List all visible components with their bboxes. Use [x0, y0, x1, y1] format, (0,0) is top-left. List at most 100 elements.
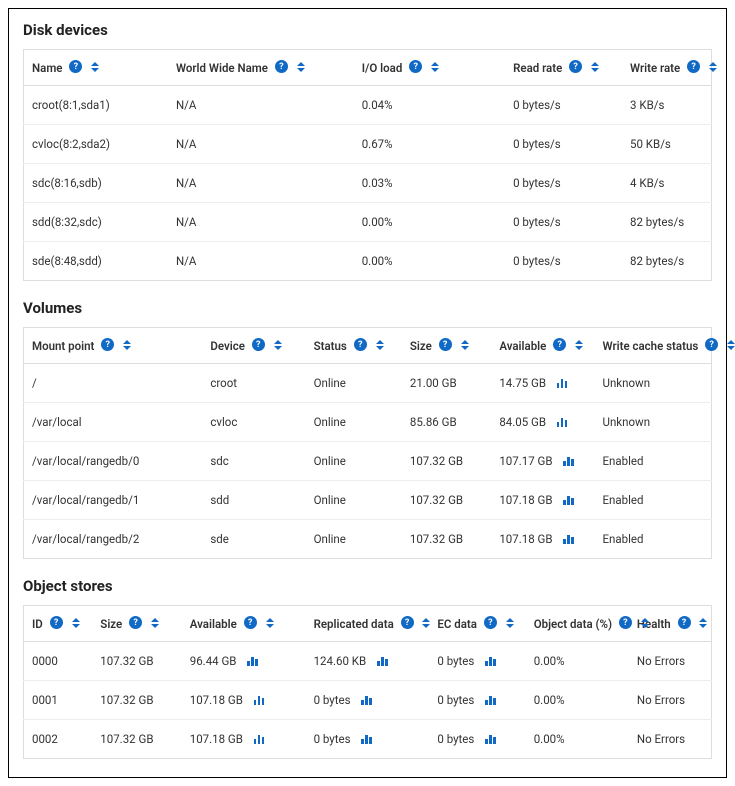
table-row: sdd(8:32,sdc) N/A 0.00% 0 bytes/s 82 byt… — [24, 202, 712, 241]
cell-size: 85.86 GB — [402, 402, 491, 441]
object-stores-table: ID ? Size ? Available ? Replicated data … — [23, 605, 712, 759]
chart-icon[interactable] — [485, 694, 496, 705]
chart-icon[interactable] — [361, 733, 372, 744]
sort-icon[interactable] — [151, 618, 159, 628]
cell-read: 0 bytes/s — [505, 85, 622, 124]
col-label: ID — [32, 617, 43, 631]
help-icon[interactable]: ? — [252, 338, 265, 351]
help-icon[interactable]: ? — [354, 338, 367, 351]
cell-ec-value: 0 bytes — [437, 732, 474, 746]
cell-available-value: 107.17 GB — [499, 454, 552, 468]
help-icon[interactable]: ? — [678, 616, 691, 629]
chart-icon[interactable] — [254, 733, 265, 744]
sort-icon[interactable] — [376, 340, 384, 350]
table-row: /var/local/rangedb/0 sdc Online 107.32 G… — [24, 441, 712, 480]
chart-icon[interactable] — [377, 655, 388, 666]
help-icon[interactable]: ? — [619, 616, 632, 629]
col-name[interactable]: Name ? — [24, 50, 168, 86]
col-label: Write cache status — [603, 339, 699, 353]
cell-cache: Enabled — [595, 480, 712, 519]
sort-icon[interactable] — [575, 340, 583, 350]
cell-available-value: 107.18 GB — [190, 732, 243, 746]
help-icon[interactable]: ? — [69, 60, 82, 73]
help-icon[interactable]: ? — [569, 60, 582, 73]
sort-icon[interactable] — [266, 618, 274, 628]
col-mount[interactable]: Mount point ? — [24, 327, 203, 363]
cell-io: 0.67% — [354, 124, 505, 163]
sort-icon[interactable] — [727, 340, 735, 350]
sort-icon[interactable] — [431, 62, 439, 72]
col-object-pct[interactable]: Object data (%) ? — [526, 605, 629, 641]
disk-devices-body: croot(8:1,sda1) N/A 0.04% 0 bytes/s 3 KB… — [24, 85, 712, 280]
cell-available-value: 14.75 GB — [499, 376, 546, 390]
cell-mount: / — [24, 363, 203, 402]
col-device[interactable]: Device ? — [202, 327, 305, 363]
sort-icon[interactable] — [461, 340, 469, 350]
help-icon[interactable]: ? — [129, 616, 142, 629]
sort-icon[interactable] — [699, 618, 707, 628]
col-id[interactable]: ID ? — [24, 605, 93, 641]
chart-icon[interactable] — [557, 416, 568, 427]
sort-icon[interactable] — [591, 62, 599, 72]
help-icon[interactable]: ? — [101, 338, 114, 351]
col-cache[interactable]: Write cache status ? — [595, 327, 712, 363]
table-header-row: Name ? World Wide Name ? I/O load ? Read… — [24, 50, 712, 86]
col-status[interactable]: Status ? — [306, 327, 402, 363]
sort-icon[interactable] — [91, 62, 99, 72]
col-available[interactable]: Available ? — [182, 605, 306, 641]
chart-icon[interactable] — [247, 655, 258, 666]
cell-write: 3 KB/s — [622, 85, 711, 124]
cell-cache: Enabled — [595, 519, 712, 558]
help-icon[interactable]: ? — [50, 616, 63, 629]
col-size[interactable]: Size ? — [402, 327, 491, 363]
cell-read: 0 bytes/s — [505, 163, 622, 202]
col-wwn[interactable]: World Wide Name ? — [168, 50, 354, 86]
chart-icon[interactable] — [563, 533, 574, 544]
sort-icon[interactable] — [506, 618, 514, 628]
col-write[interactable]: Write rate ? — [622, 50, 711, 86]
help-icon[interactable]: ? — [275, 60, 288, 73]
col-label: I/O load — [362, 61, 403, 75]
help-icon[interactable]: ? — [409, 60, 422, 73]
cell-mount: /var/local/rangedb/2 — [24, 519, 203, 558]
table-row: sde(8:48,sdd) N/A 0.00% 0 bytes/s 82 byt… — [24, 241, 712, 280]
cell-id: 0000 — [24, 641, 93, 680]
chart-icon[interactable] — [485, 733, 496, 744]
cell-read: 0 bytes/s — [505, 202, 622, 241]
cell-name: croot(8:1,sda1) — [24, 85, 168, 124]
help-icon[interactable]: ? — [484, 616, 497, 629]
help-icon[interactable]: ? — [553, 338, 566, 351]
col-available[interactable]: Available ? — [491, 327, 594, 363]
sort-icon[interactable] — [72, 618, 80, 628]
sort-icon[interactable] — [274, 340, 282, 350]
sort-icon[interactable] — [123, 340, 131, 350]
chart-icon[interactable] — [563, 494, 574, 505]
table-row: 0000 107.32 GB 96.44 GB 124.60 KB 0 byte… — [24, 641, 712, 680]
chart-icon[interactable] — [557, 377, 568, 388]
col-io[interactable]: I/O load ? — [354, 50, 505, 86]
col-size[interactable]: Size ? — [92, 605, 181, 641]
sort-icon[interactable] — [709, 62, 717, 72]
cell-available: 84.05 GB — [491, 402, 594, 441]
col-replicated[interactable]: Replicated data ? — [306, 605, 430, 641]
help-icon[interactable]: ? — [244, 616, 257, 629]
col-label: Device — [210, 339, 245, 353]
cell-wwn: N/A — [168, 163, 354, 202]
help-icon[interactable]: ? — [439, 338, 452, 351]
chart-icon[interactable] — [254, 694, 265, 705]
chart-icon[interactable] — [361, 694, 372, 705]
cell-io: 0.00% — [354, 241, 505, 280]
col-read[interactable]: Read rate ? — [505, 50, 622, 86]
chart-icon[interactable] — [485, 655, 496, 666]
chart-icon[interactable] — [563, 455, 574, 466]
help-icon[interactable]: ? — [705, 338, 718, 351]
help-icon[interactable]: ? — [687, 60, 700, 73]
table-row: cvloc(8:2,sda2) N/A 0.67% 0 bytes/s 50 K… — [24, 124, 712, 163]
help-icon[interactable]: ? — [401, 616, 414, 629]
col-ec[interactable]: EC data ? — [429, 605, 525, 641]
sort-icon[interactable] — [297, 62, 305, 72]
sort-icon[interactable] — [641, 618, 649, 628]
sort-icon[interactable] — [422, 618, 430, 628]
col-label: Available — [499, 339, 546, 353]
table-row: sdc(8:16,sdb) N/A 0.03% 0 bytes/s 4 KB/s — [24, 163, 712, 202]
